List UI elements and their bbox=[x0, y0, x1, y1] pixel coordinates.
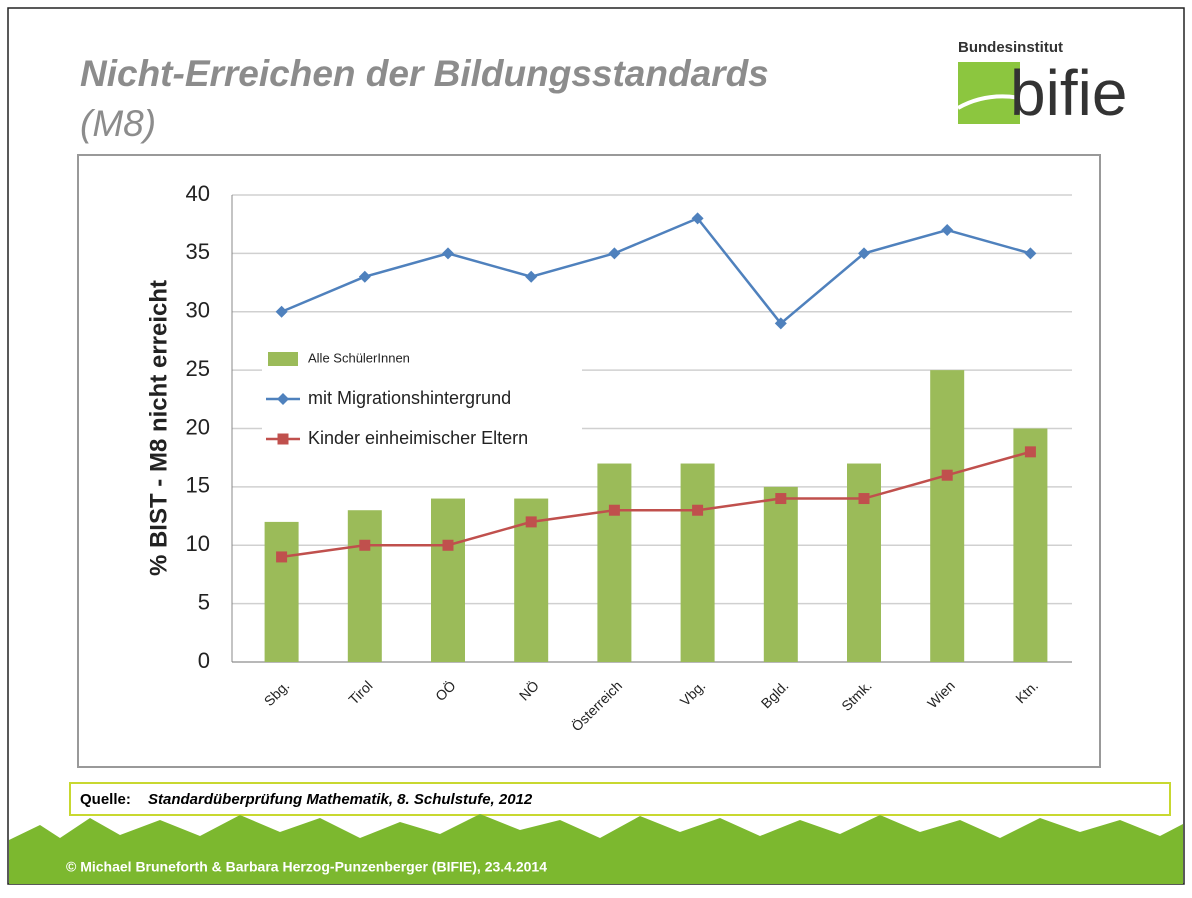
bar bbox=[597, 463, 632, 662]
legend-label: mit Migrationshintergrund bbox=[308, 388, 511, 408]
legend-label: Alle SchülerInnen bbox=[308, 350, 410, 365]
y-tick-label: 15 bbox=[186, 473, 210, 498]
bar bbox=[930, 370, 965, 662]
line-marker bbox=[692, 504, 704, 516]
logo-name: bifie bbox=[1010, 57, 1127, 129]
line-marker bbox=[691, 212, 704, 225]
line bbox=[281, 450, 1031, 559]
line-marker bbox=[775, 493, 787, 505]
y-tick-label: 5 bbox=[198, 589, 210, 614]
footer: © Michael Bruneforth & Barbara Herzog-Pu… bbox=[66, 859, 547, 875]
source-box bbox=[69, 782, 1171, 816]
line-marker bbox=[276, 551, 288, 563]
line-marker bbox=[608, 247, 621, 260]
y-tick-label: 0 bbox=[198, 648, 210, 673]
y-tick-label: 25 bbox=[186, 356, 210, 381]
y-axis-label: % BIST - M8 nicht erreicht bbox=[145, 280, 172, 576]
y-tick-label: 10 bbox=[186, 531, 210, 556]
logo-top: Bundesinstitut bbox=[958, 39, 1063, 56]
bar bbox=[347, 510, 382, 662]
logo-swoosh bbox=[957, 94, 1031, 110]
title-line: (M8) bbox=[80, 103, 156, 144]
chart-frame bbox=[77, 154, 1101, 768]
line-marker bbox=[941, 224, 954, 237]
legend-swatch bbox=[268, 352, 298, 366]
title-line: Nicht-Erreichen der Bildungsstandards bbox=[80, 53, 769, 94]
y-tick-label: 30 bbox=[186, 298, 210, 323]
y-tick-label: 40 bbox=[186, 181, 210, 206]
legend-label: Kinder einheimischer Eltern bbox=[308, 428, 528, 448]
line-marker bbox=[525, 270, 538, 283]
grass-band bbox=[9, 814, 1183, 884]
line-marker bbox=[774, 317, 787, 330]
line-marker bbox=[1024, 446, 1036, 458]
line-marker bbox=[442, 247, 454, 260]
logo-square bbox=[958, 62, 1020, 124]
line-marker bbox=[275, 305, 288, 318]
y-tick-label: 35 bbox=[186, 239, 210, 264]
line-marker bbox=[1024, 247, 1037, 260]
legend-box bbox=[262, 342, 582, 462]
line-marker bbox=[858, 247, 870, 260]
line-marker bbox=[277, 433, 289, 445]
line bbox=[281, 216, 1031, 326]
line-marker bbox=[525, 516, 537, 528]
bar bbox=[264, 521, 299, 662]
bar bbox=[680, 463, 715, 662]
line-marker bbox=[858, 493, 870, 505]
source-label: Quelle: bbox=[80, 791, 131, 808]
line-marker bbox=[442, 539, 454, 551]
y-tick-label: 20 bbox=[186, 414, 210, 439]
bar bbox=[431, 498, 465, 662]
bar bbox=[763, 486, 798, 662]
line-marker bbox=[359, 539, 371, 551]
bar bbox=[1013, 428, 1048, 662]
line-marker bbox=[608, 504, 620, 516]
line-marker bbox=[358, 270, 371, 283]
line-marker bbox=[941, 469, 953, 481]
line-marker bbox=[277, 393, 289, 405]
source-text: Standardüberprüfung Mathematik, 8. Schul… bbox=[148, 791, 533, 808]
